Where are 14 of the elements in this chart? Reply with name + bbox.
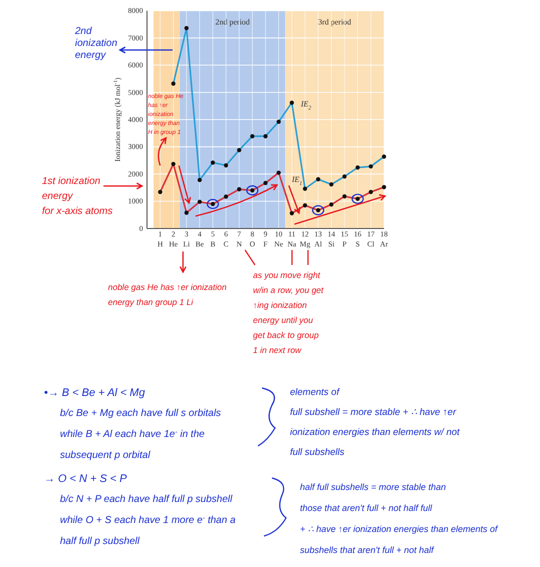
text: 1st ionization energy for x-axis atoms <box>42 176 113 217</box>
text: half full subshells = more stable than those that aren't full + not half full + ∴ have ↑er ionization energies than elements of subshells that aren't full + not half <box>300 482 498 555</box>
text: 2nd ionization energy <box>74 26 118 61</box>
text: b/c Be + Mg each have full s orbitals while B + Al each have 1e$^{-}$ in the subsequent p orbital <box>60 408 221 461</box>
text: noble gas He has ↑er ionization energy than group 1 Li <box>108 282 227 307</box>
text: → O < N + S < P <box>44 473 128 485</box>
text: as you move right w/in a row, you get ↑ing ionization energy until you get back to group 1 in next row <box>253 270 324 355</box>
text: •→ B < Be + Al < Mg <box>44 387 146 399</box>
series-label: IE$_{1}$ <box>290 175 302 188</box>
series-label: IE$_{2}$ <box>300 100 312 112</box>
text: elements of full subshell = more stable + ∴ have ↑er ionization energies than elements w/ not full subshells <box>290 387 460 458</box>
band-label: 2nd period <box>215 18 250 27</box>
band-label: 3rd period <box>318 18 352 27</box>
text: b/c N + P each have half full p subshell while O + S each have 1 more e$^{-}$ than a half full p subshell <box>60 494 236 547</box>
